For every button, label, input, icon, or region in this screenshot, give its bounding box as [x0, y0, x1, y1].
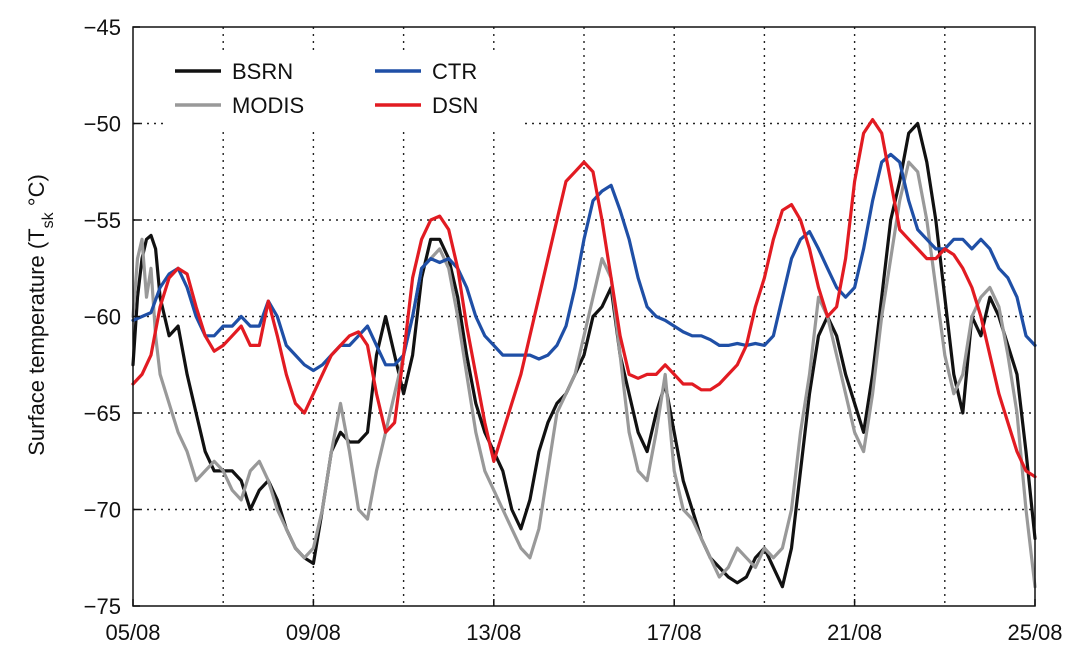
x-tick-label: 05/08	[105, 620, 160, 645]
x-tick-label: 09/08	[286, 620, 341, 645]
y-tick-label: −70	[84, 498, 121, 523]
legend-label-modis: MODIS	[232, 93, 304, 118]
legend-label-ctr: CTR	[432, 59, 477, 84]
y-tick-label: −75	[84, 594, 121, 619]
legend-label-bsrn: BSRN	[232, 59, 293, 84]
legend-label-dsn: DSN	[432, 93, 478, 118]
y-tick-label: −45	[84, 15, 121, 40]
x-tick-label: 13/08	[466, 620, 521, 645]
y-tick-label: −50	[84, 112, 121, 137]
x-tick-label: 25/08	[1007, 620, 1062, 645]
y-axis-label: Surface temperature (Tsk °C)	[24, 174, 57, 456]
series-line-modis	[131, 160, 1037, 589]
y-tick-label: −60	[84, 305, 121, 330]
series-line-ctr	[131, 152, 1037, 373]
series-line-dsn	[131, 117, 1037, 479]
x-tick-label: 21/08	[827, 620, 882, 645]
y-tick-label: −65	[84, 401, 121, 426]
legend: BSRN MODIS CTR DSN	[163, 55, 521, 127]
y-tick-label: −55	[84, 208, 121, 233]
legend-background	[163, 55, 521, 127]
plot-series	[131, 117, 1037, 589]
x-axis-ticks: 05/08 09/08 13/08 17/08 21/08 25/08	[105, 599, 1063, 645]
y-axis-ticks: −75 −70 −65 −60 −55 −50 −45	[84, 15, 140, 619]
x-tick-label: 17/08	[647, 620, 702, 645]
